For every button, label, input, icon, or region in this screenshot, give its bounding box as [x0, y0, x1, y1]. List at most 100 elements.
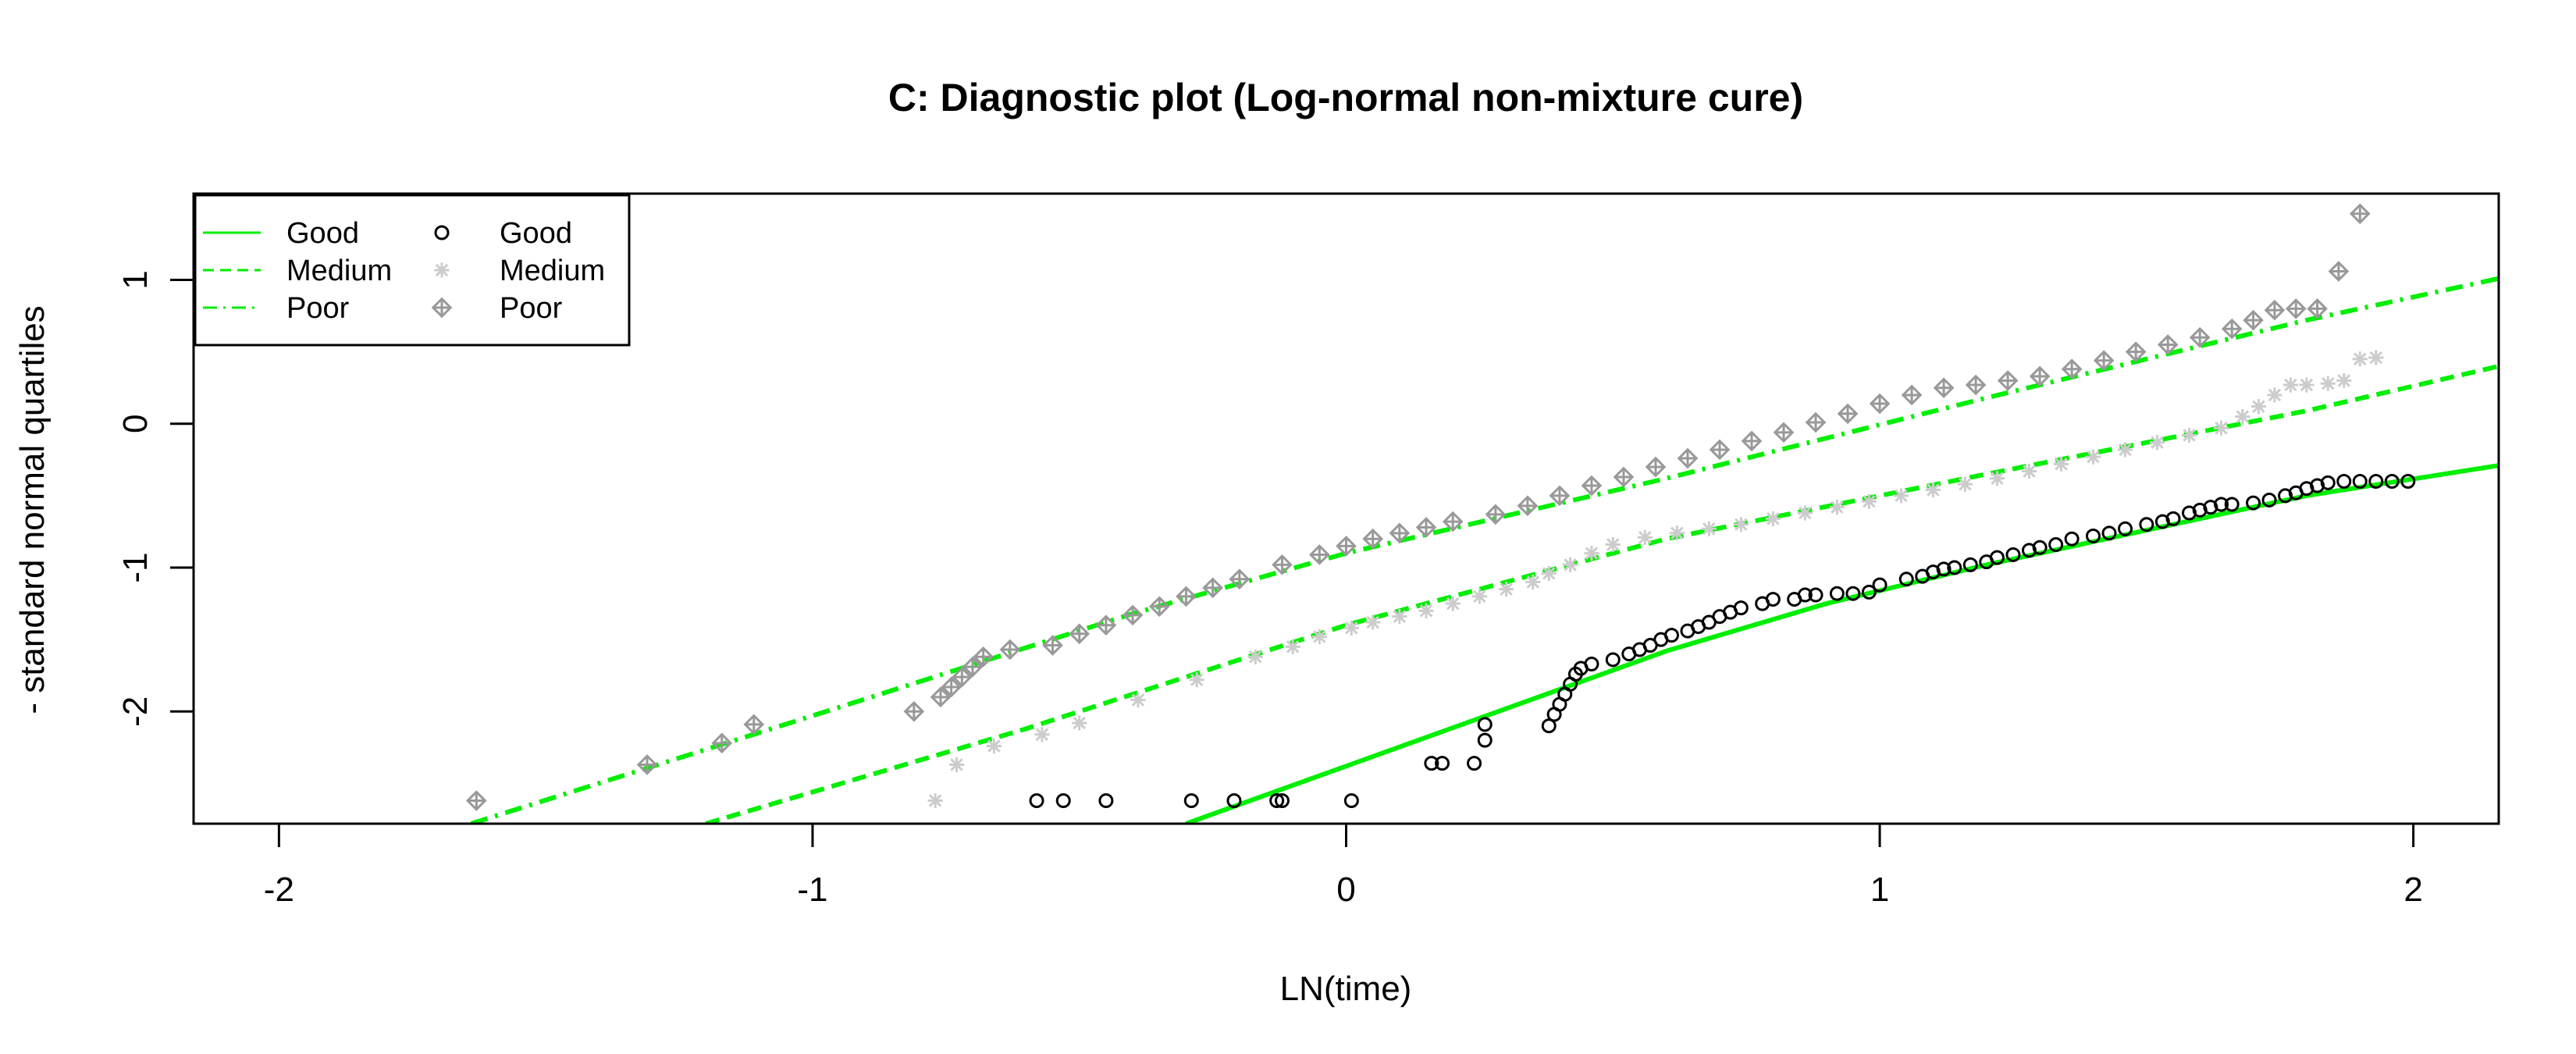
point-medium-36 — [2085, 449, 2101, 465]
point-good-42 — [1898, 572, 1914, 587]
point-medium-21 — [1605, 536, 1621, 553]
y-tick-label-2: 0 — [116, 415, 155, 433]
point-medium-5-d2 — [1131, 693, 1145, 707]
point-medium-7-d2 — [1249, 650, 1262, 664]
point-poor-5 — [930, 686, 952, 708]
point-medium-47 — [2336, 372, 2352, 389]
point-medium-37-d2 — [2119, 443, 2132, 457]
point-medium-19-d2 — [1564, 558, 1577, 572]
point-poor-16 — [1176, 586, 1197, 607]
point-medium-24-d2 — [1703, 522, 1716, 536]
point-medium-26 — [1765, 511, 1781, 526]
point-poor-55 — [2349, 203, 2371, 225]
point-poor-45 — [2093, 350, 2115, 372]
point-poor-47 — [2157, 334, 2179, 355]
point-medium-43-d2 — [2268, 388, 2282, 402]
fit-line-poor — [470, 276, 2499, 824]
point-medium-25 — [1733, 517, 1749, 532]
point-good-6 — [1274, 793, 1290, 809]
point-good-7 — [1343, 793, 1359, 809]
point-poor-3 — [743, 714, 765, 735]
point-good-76 — [2384, 473, 2400, 489]
point-good-47 — [1962, 557, 1978, 572]
point-poor-50 — [2243, 309, 2264, 331]
point-poor-30 — [1613, 466, 1635, 488]
point-good-66 — [2246, 495, 2261, 511]
x-axis-label: LN(time) — [1280, 970, 1412, 1008]
point-medium-45 — [2299, 377, 2314, 393]
point-medium-46-d2 — [2321, 376, 2335, 390]
point-medium-0 — [927, 792, 943, 809]
point-good-73 — [2336, 473, 2352, 489]
point-poor-39 — [1901, 384, 1923, 406]
point-poor-28 — [1549, 485, 1571, 507]
point-medium-36-d2 — [2087, 450, 2100, 464]
point-medium-17-d2 — [1526, 575, 1540, 589]
point-poor-9 — [973, 646, 994, 668]
point-good-4 — [1226, 793, 1242, 809]
point-poor-53 — [2307, 298, 2328, 319]
point-medium-26-d2 — [1767, 512, 1780, 525]
point-poor-46 — [2125, 341, 2147, 362]
point-poor-12 — [1069, 623, 1091, 645]
point-good-45 — [1936, 561, 1952, 577]
point-poor-25 — [1442, 511, 1464, 532]
point-good-38 — [1829, 586, 1845, 601]
point-poor-51 — [2264, 299, 2286, 321]
point-medium-40 — [2213, 420, 2229, 436]
point-medium-17 — [1525, 574, 1541, 590]
point-good-12 — [1477, 717, 1493, 732]
point-poor-0 — [465, 790, 487, 811]
point-medium-49-d2 — [2369, 351, 2383, 365]
point-medium-33-d2 — [1991, 472, 2004, 486]
point-good-74 — [2352, 473, 2368, 489]
x-tick-label-0: -2 — [264, 871, 294, 909]
point-medium-27-d2 — [1799, 506, 1812, 520]
point-medium-23 — [1669, 525, 1685, 541]
point-good-26 — [1663, 628, 1679, 643]
point-poor-26 — [1485, 504, 1507, 525]
point-good-65 — [2224, 497, 2240, 512]
point-good-56 — [2101, 525, 2117, 541]
point-medium-1 — [948, 757, 965, 773]
point-medium-40-d2 — [2215, 422, 2228, 435]
point-medium-4 — [1072, 715, 1087, 731]
point-medium-6-d2 — [1190, 673, 1204, 687]
point-medium-20-d2 — [1585, 547, 1599, 560]
point-medium-33 — [1989, 471, 2005, 486]
point-medium-31 — [1925, 482, 1941, 498]
point-good-20 — [1584, 656, 1599, 671]
legend-line-label-good: Good — [286, 217, 359, 250]
point-good-58 — [2139, 517, 2154, 532]
point-poor-10 — [999, 639, 1021, 661]
point-medium-25-d2 — [1735, 518, 1748, 532]
point-poor-40 — [1933, 377, 1955, 399]
point-medium-47-d2 — [2337, 374, 2351, 387]
point-good-57 — [2118, 521, 2133, 536]
point-medium-23-d2 — [1670, 526, 1684, 540]
point-medium-2-d2 — [987, 739, 1001, 753]
point-medium-13-d2 — [1419, 604, 1433, 618]
point-medium-35 — [2053, 456, 2069, 472]
point-good-32 — [1733, 600, 1749, 616]
point-poor-49 — [2221, 318, 2243, 340]
point-poor-20 — [1309, 544, 1330, 565]
y-tick-label-1: -1 — [116, 552, 155, 582]
point-medium-30-d2 — [1895, 489, 1908, 503]
point-medium-28 — [1829, 500, 1845, 515]
point-good-53 — [2048, 537, 2064, 553]
point-medium-22 — [1637, 529, 1653, 545]
point-medium-39 — [2181, 427, 2197, 443]
x-tick-label-1: -1 — [797, 871, 827, 909]
point-medium-13 — [1418, 603, 1434, 618]
point-medium-16 — [1498, 582, 1514, 597]
point-good-2 — [1098, 793, 1114, 809]
point-poor-32 — [1677, 447, 1699, 469]
y-axis-label: - standard normal quartiles — [13, 305, 52, 714]
fitted-lines — [470, 276, 2499, 824]
legend-box — [194, 194, 631, 347]
point-poor-15 — [1148, 596, 1170, 618]
point-poor-36 — [1805, 411, 1827, 433]
x-tick-label-2: 0 — [1336, 871, 1355, 909]
